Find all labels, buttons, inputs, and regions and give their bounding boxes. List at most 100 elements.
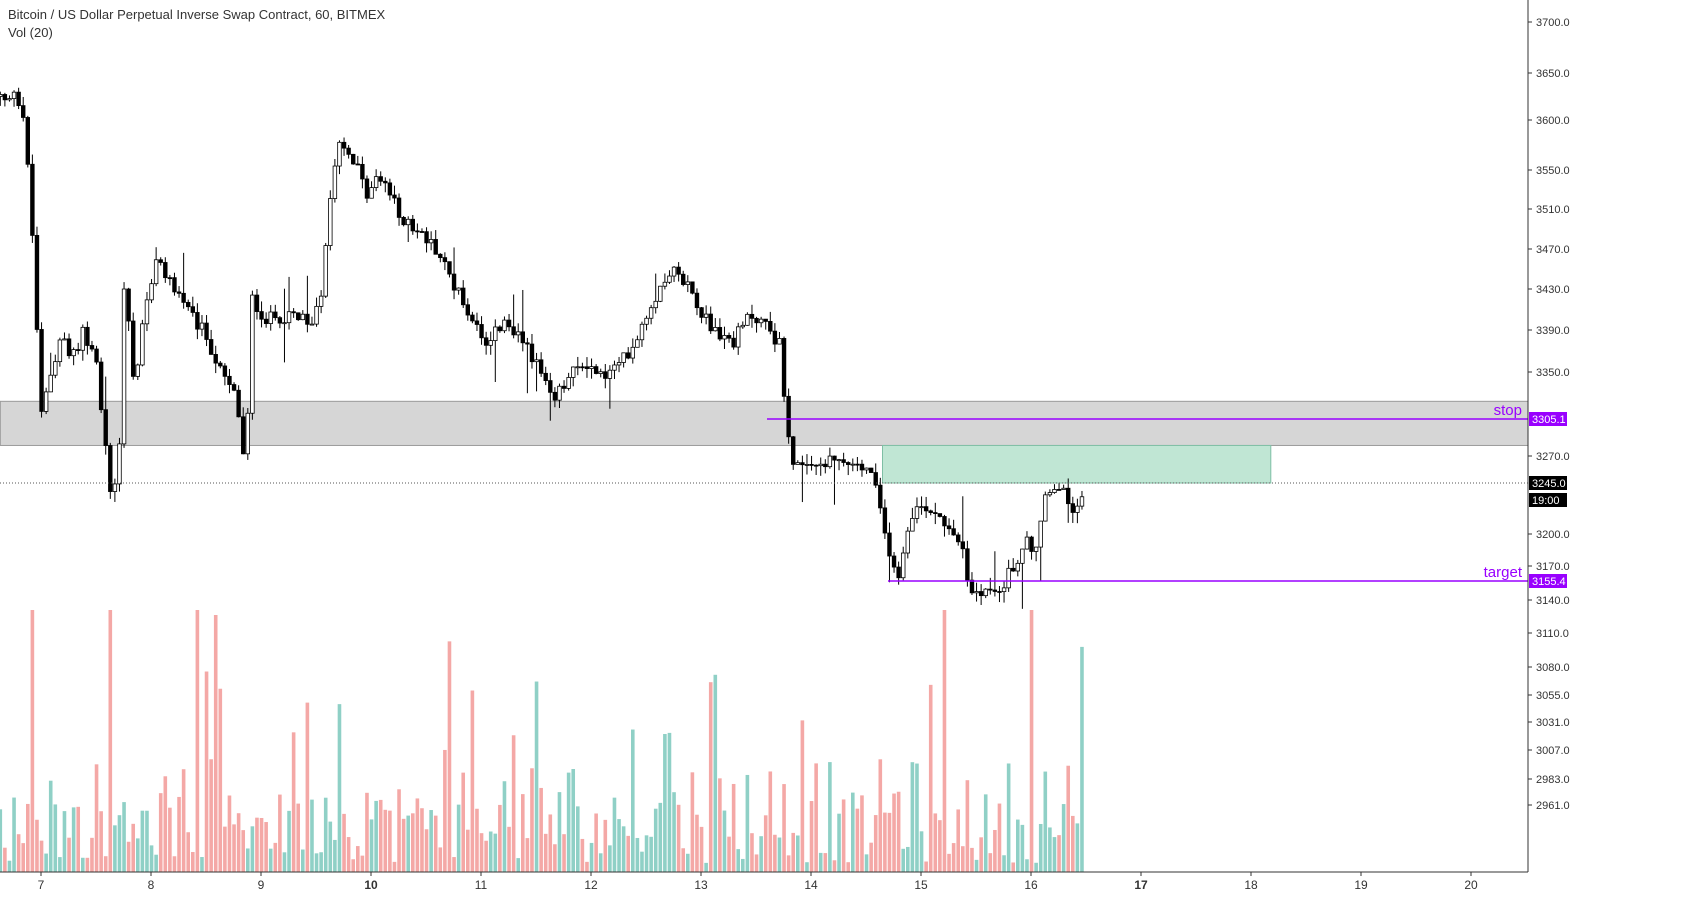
candle-body[interactable] (1033, 546, 1039, 552)
candle-body[interactable] (213, 354, 218, 364)
candle-body[interactable] (951, 528, 956, 536)
candle-body[interactable] (658, 285, 663, 302)
candle-body[interactable] (1038, 520, 1043, 548)
candle-body[interactable] (39, 329, 44, 412)
candle-body[interactable] (538, 359, 544, 374)
candle-body[interactable] (1043, 494, 1048, 522)
candle-body[interactable] (172, 277, 177, 293)
candle-body[interactable] (859, 463, 865, 471)
candle-body[interactable] (199, 322, 205, 330)
candle-body[interactable] (227, 375, 232, 385)
candle-body[interactable] (969, 579, 975, 594)
candle-body[interactable] (85, 326, 90, 346)
candle-body[interactable] (933, 512, 938, 514)
candle-body[interactable] (424, 231, 429, 244)
candle-body[interactable] (1011, 567, 1016, 572)
candle-body[interactable] (813, 464, 819, 467)
candle-body[interactable] (749, 313, 755, 319)
candle-body[interactable] (112, 483, 118, 492)
candle-body[interactable] (346, 147, 351, 155)
candle-body[interactable] (419, 231, 425, 233)
candle-body[interactable] (942, 516, 947, 527)
candle-body[interactable] (89, 345, 95, 350)
price-axis[interactable] (1528, 0, 1694, 906)
candle-body[interactable] (126, 288, 131, 322)
candle-body[interactable] (850, 463, 855, 466)
candle-body[interactable] (2, 94, 8, 101)
candle-body[interactable] (772, 330, 778, 345)
candle-body[interactable] (846, 462, 851, 465)
candle-body[interactable] (988, 588, 993, 591)
candle-body[interactable] (355, 163, 360, 166)
candle-body[interactable] (282, 322, 287, 325)
candle-body[interactable] (1001, 587, 1007, 593)
candle-body[interactable] (456, 287, 461, 291)
candle-body[interactable] (48, 374, 53, 393)
candle-body[interactable] (768, 321, 773, 332)
candle-body[interactable] (818, 463, 823, 467)
candle-body[interactable] (94, 348, 99, 363)
candle-body[interactable] (1075, 505, 1080, 513)
candle-body[interactable] (731, 337, 736, 348)
candle-body[interactable] (406, 218, 411, 226)
candle-body[interactable] (305, 313, 310, 325)
candle-body[interactable] (254, 294, 260, 312)
candle-body[interactable] (832, 455, 837, 461)
candle-body[interactable] (300, 313, 305, 321)
candle-body[interactable] (841, 459, 846, 463)
candle-body[interactable] (433, 239, 438, 255)
candle-body[interactable] (823, 463, 828, 468)
candle-body[interactable] (195, 312, 200, 330)
candle-body[interactable] (43, 391, 49, 412)
candle-body[interactable] (493, 326, 498, 342)
candle-body[interactable] (392, 194, 397, 199)
candle-body[interactable] (901, 552, 906, 579)
candle-body[interactable] (937, 513, 943, 517)
candle-body[interactable] (1066, 487, 1071, 505)
candle-body[interactable] (997, 591, 1002, 593)
candle-body[interactable] (868, 467, 874, 473)
candle-body[interactable] (1070, 503, 1075, 513)
candle-body[interactable] (11, 91, 17, 99)
candle-body[interactable] (740, 324, 745, 328)
candle-body[interactable] (1052, 489, 1057, 493)
candle-body[interactable] (318, 295, 324, 307)
candle-body[interactable] (671, 266, 677, 277)
candle-body[interactable] (474, 320, 480, 325)
candle-body[interactable] (800, 462, 805, 466)
candle-body[interactable] (497, 326, 503, 332)
candle-body[interactable] (186, 301, 191, 308)
candle-body[interactable] (667, 275, 672, 283)
candle-body[interactable] (626, 352, 631, 359)
candle-body[interactable] (598, 371, 603, 374)
candle-body[interactable] (795, 462, 800, 465)
candle-body[interactable] (676, 266, 681, 275)
candle-body[interactable] (699, 307, 704, 318)
candle-body[interactable] (0, 94, 3, 97)
candle-body[interactable] (681, 273, 686, 285)
candle-body[interactable] (548, 380, 553, 393)
candle-body[interactable] (974, 591, 979, 594)
candle-body[interactable] (231, 384, 237, 391)
candle-body[interactable] (263, 318, 269, 324)
candle-body[interactable] (552, 391, 558, 401)
candle-body[interactable] (910, 518, 915, 532)
candle-body[interactable] (25, 117, 30, 165)
candle-body[interactable] (57, 339, 63, 363)
candle-body[interactable] (919, 506, 924, 509)
candle-body[interactable] (190, 306, 195, 313)
candle-body[interactable] (360, 163, 365, 180)
candle-body[interactable] (882, 507, 888, 534)
candle-body[interactable] (713, 327, 718, 332)
candle-body[interactable] (387, 182, 393, 196)
candle-body[interactable] (960, 541, 965, 550)
candle-body[interactable] (809, 464, 814, 466)
candle-body[interactable] (204, 322, 209, 340)
candle-body[interactable] (855, 463, 860, 466)
candle-body[interactable] (520, 331, 525, 344)
candle-body[interactable] (222, 365, 228, 377)
candle-body[interactable] (965, 548, 970, 581)
candle-body[interactable] (309, 323, 315, 326)
resistance-zone[interactable] (0, 400, 1529, 446)
candle-body[interactable] (483, 337, 489, 346)
